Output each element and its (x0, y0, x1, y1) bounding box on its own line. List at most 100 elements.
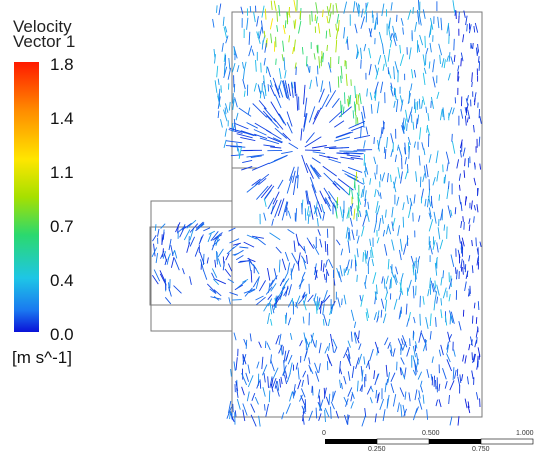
velocity-vector (406, 318, 410, 327)
velocity-vector (335, 131, 354, 139)
velocity-vector (465, 98, 469, 107)
velocity-vector (407, 9, 412, 20)
velocity-vector (247, 258, 256, 263)
velocity-vector (340, 75, 342, 84)
velocity-vector (269, 18, 274, 30)
velocity-vector (315, 76, 318, 87)
velocity-vector (263, 212, 267, 221)
velocity-vector (236, 142, 239, 152)
velocity-vector (353, 101, 356, 112)
velocity-vector (398, 310, 402, 320)
velocity-vector (440, 17, 443, 31)
velocity-vector (310, 332, 314, 344)
velocity-vector (453, 38, 455, 51)
velocity-vector (287, 317, 292, 326)
velocity-vector (349, 217, 353, 227)
velocity-vector (320, 80, 324, 93)
velocity-vector (427, 198, 429, 208)
velocity-vector (361, 384, 363, 392)
velocity-vector (421, 99, 424, 109)
velocity-vector (400, 367, 406, 380)
velocity-vector (380, 127, 383, 139)
velocity-vector (325, 259, 328, 268)
velocity-vector (366, 385, 372, 395)
velocity-vector (299, 277, 304, 290)
velocity-vector (275, 385, 280, 397)
velocity-vector (364, 249, 368, 259)
velocity-vector (289, 166, 295, 181)
velocity-vector (153, 243, 156, 257)
velocity-vector (458, 184, 461, 191)
velocity-vector (273, 268, 278, 280)
velocity-vector (295, 233, 300, 247)
velocity-vector (364, 170, 367, 178)
velocity-vector (271, 218, 274, 226)
velocity-vector (287, 210, 292, 219)
velocity-vector (454, 9, 457, 16)
velocity-vector (220, 119, 223, 128)
velocity-vector (289, 391, 293, 402)
velocity-vector (325, 268, 330, 276)
velocity-vector (273, 0, 277, 11)
velocity-vector (217, 258, 222, 267)
velocity-vector (418, 155, 421, 166)
velocity-vector (364, 253, 367, 264)
velocity-vector (243, 61, 247, 71)
velocity-vector (390, 82, 393, 89)
velocity-vector (223, 26, 228, 39)
velocity-vector (448, 278, 453, 290)
velocity-vector (378, 31, 383, 44)
velocity-vector (440, 298, 443, 306)
velocity-vector (282, 280, 288, 290)
velocity-vector (216, 65, 219, 78)
velocity-vector (249, 261, 257, 270)
velocity-vector (438, 383, 441, 392)
velocity-vector (321, 94, 330, 110)
velocity-vector (343, 294, 347, 305)
velocity-vector (384, 337, 389, 346)
velocity-vector (285, 403, 291, 414)
velocity-vector (393, 298, 398, 310)
velocity-vector (468, 343, 471, 351)
velocity-vector (251, 178, 261, 186)
velocity-vector (195, 221, 204, 229)
velocity-vector (376, 12, 379, 25)
velocity-vector (298, 294, 307, 305)
velocity-vector (250, 269, 253, 283)
velocity-vector (467, 401, 470, 409)
velocity-vector (397, 167, 401, 179)
velocity-vector (459, 150, 462, 158)
velocity-vector (468, 255, 471, 262)
velocity-vector (328, 158, 342, 164)
velocity-vector (336, 13, 340, 24)
velocity-vector (221, 42, 224, 52)
velocity-vector (335, 23, 337, 31)
velocity-vector (323, 187, 331, 199)
velocity-vector (422, 54, 426, 67)
velocity-vector (263, 107, 277, 122)
velocity-vector (284, 374, 288, 385)
velocity-vector (403, 408, 407, 417)
velocity-vector (303, 113, 307, 128)
velocity-vector (235, 357, 238, 371)
velocity-vector (479, 116, 482, 124)
velocity-vector (464, 115, 467, 126)
velocity-vector (446, 359, 453, 372)
velocity-vector (284, 251, 289, 262)
velocity-vector (211, 239, 217, 251)
velocity-vector (233, 332, 237, 341)
velocity-vector (359, 210, 362, 218)
velocity-vector (376, 205, 381, 215)
velocity-vector (260, 184, 273, 199)
velocity-vector (303, 245, 306, 254)
velocity-vector (365, 209, 370, 223)
velocity-vector (339, 265, 343, 277)
velocity-vector (365, 167, 369, 175)
velocity-vector (447, 24, 450, 36)
velocity-vector (340, 65, 343, 79)
velocity-vector (459, 139, 463, 149)
velocity-vector (225, 145, 242, 148)
velocity-vector (415, 171, 418, 182)
velocity-vector (255, 59, 257, 72)
